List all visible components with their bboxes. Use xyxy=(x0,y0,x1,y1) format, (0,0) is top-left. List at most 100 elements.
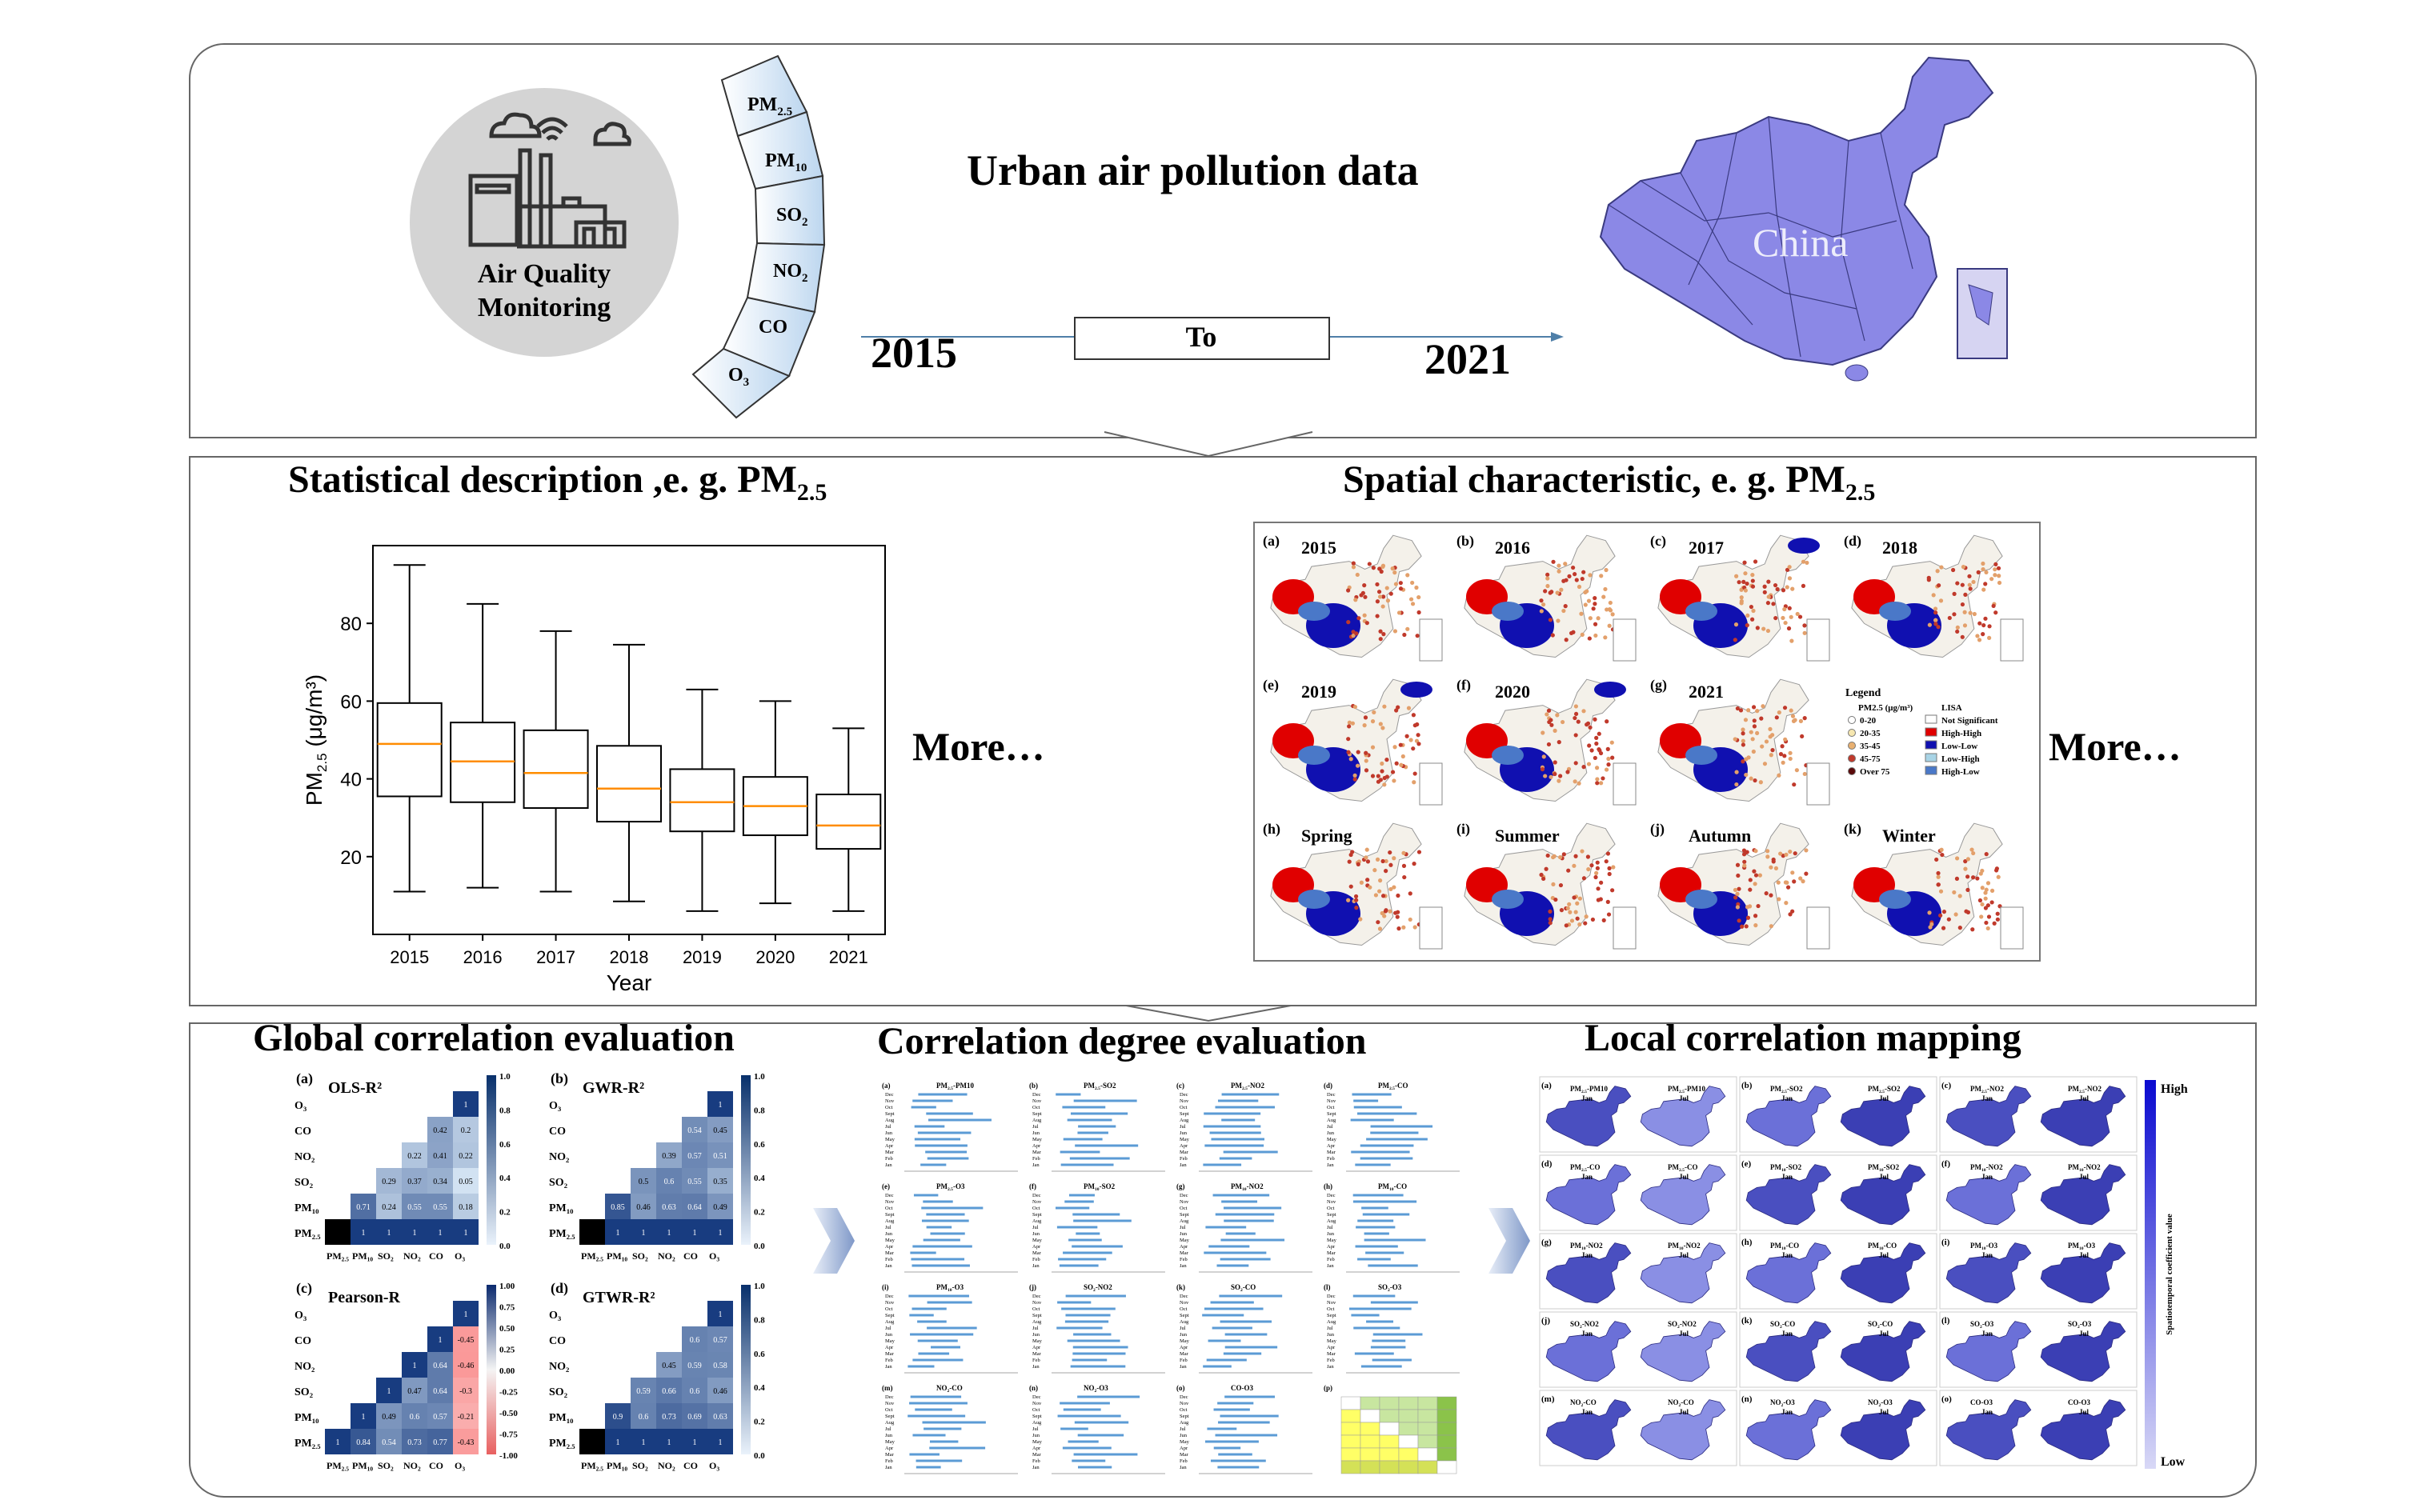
city-dot xyxy=(1733,622,1739,627)
matrix-col-label: PM2.5 xyxy=(327,1250,349,1263)
city-dot xyxy=(1777,710,1781,715)
matrix-cell-value: 1 xyxy=(719,1438,723,1447)
matrix-cell-value: 0.6 xyxy=(690,1387,700,1396)
city-dot xyxy=(1396,893,1400,898)
city-dot xyxy=(1776,880,1781,885)
city-dot xyxy=(1601,776,1605,781)
city-dot xyxy=(1739,595,1744,600)
city-dot xyxy=(1605,851,1611,856)
city-dot xyxy=(1393,910,1398,915)
box-2015 xyxy=(376,702,443,798)
city-dot xyxy=(1553,771,1557,777)
degree-month-label: Dec xyxy=(1032,1092,1041,1098)
city-dot xyxy=(1987,635,1992,640)
matrix-cell-value: 0.37 xyxy=(407,1178,422,1186)
city-dot xyxy=(1983,582,1988,586)
degree-month-label: Jun xyxy=(1032,1130,1040,1136)
city-dot xyxy=(1967,582,1972,587)
city-dot xyxy=(1598,750,1604,756)
city-dot xyxy=(1782,754,1787,758)
city-dot xyxy=(1984,852,1989,857)
degree-month-label: Aug xyxy=(1032,1319,1042,1325)
matrix-cell-value: -0.46 xyxy=(458,1362,475,1370)
matrix-cell-value: 0.46 xyxy=(713,1387,727,1396)
legend-pm-class: 35-45 xyxy=(1860,742,1881,751)
matrix-cell xyxy=(631,1429,656,1454)
degree-month-label: Apr xyxy=(1327,1143,1336,1149)
city-dot xyxy=(1766,579,1771,584)
local-month-jul: Jul xyxy=(2079,1251,2089,1259)
degree-month-label: Oct xyxy=(885,1206,893,1211)
lisa-map-grid: (a) 2015 (b) 2016 (c) 2017 (d) 2018 (e) 2019 (f) 20… xyxy=(1263,533,2024,950)
city-dot xyxy=(1604,859,1609,864)
city-dot xyxy=(1774,715,1779,720)
city-dot xyxy=(1412,723,1417,728)
matrix-cell xyxy=(427,1168,453,1194)
city-dot xyxy=(1545,853,1550,858)
degree-month-label: Oct xyxy=(1180,1105,1188,1110)
city-dot xyxy=(1778,851,1783,856)
city-dot xyxy=(1545,712,1549,717)
degree-month-label: Oct xyxy=(1032,1407,1040,1413)
city-dot xyxy=(1541,730,1545,735)
colorbar-tick: 0.0 xyxy=(754,1451,765,1461)
city-dot xyxy=(1782,706,1788,710)
matrix-col-label: SO2 xyxy=(378,1250,394,1263)
city-dot xyxy=(1790,870,1795,875)
city-dot xyxy=(1599,574,1604,578)
degree-month-label: Jun xyxy=(1327,1231,1335,1237)
city-dot xyxy=(1933,622,1938,626)
degree-month-label: Nov xyxy=(1180,1300,1189,1306)
degree-month-label: Aug xyxy=(885,1420,895,1426)
matrix-row-label: SO2 xyxy=(549,1177,567,1190)
matrix-row-label: CO xyxy=(549,1126,566,1138)
matrix-cell xyxy=(631,1403,656,1429)
degree-label: NO2-O3 xyxy=(1084,1384,1108,1394)
city-dot xyxy=(1788,849,1793,854)
city-dot xyxy=(1376,779,1381,784)
city-dot xyxy=(1539,872,1544,878)
local-map-label-jul: PM2.5-SO2 xyxy=(1868,1085,1901,1094)
local-month-jul: Jul xyxy=(1879,1330,1889,1338)
matrix-cell-value: 1 xyxy=(719,1310,723,1319)
local-map-jan xyxy=(1745,1399,1832,1461)
city-dot xyxy=(1577,584,1582,590)
matrix-cell xyxy=(453,1378,479,1403)
city-dot xyxy=(1804,871,1809,876)
degree-month-label: Mar xyxy=(885,1150,895,1155)
city-dot xyxy=(1392,856,1396,861)
city-dot xyxy=(1585,721,1591,726)
city-dot xyxy=(1412,925,1417,930)
city-dot xyxy=(1606,912,1612,917)
city-dot xyxy=(1769,924,1773,929)
matrix-cell-value: 1 xyxy=(464,1229,468,1238)
colorbar-tick: 0.4 xyxy=(754,1383,765,1393)
degree-month-label: Jul xyxy=(885,1124,891,1130)
degree-label: PM2.5-SO2 xyxy=(1084,1082,1116,1091)
matrix-col-label: CO xyxy=(683,1460,698,1471)
city-dot xyxy=(1559,908,1565,913)
city-dot xyxy=(1415,634,1420,638)
city-dot xyxy=(1783,737,1788,742)
local-map-jan xyxy=(1745,1164,1832,1226)
south-sea-inset xyxy=(1419,906,1443,950)
city-dot xyxy=(1589,863,1594,868)
local-map-jul xyxy=(2040,1399,2126,1461)
summary-heatmap-cell xyxy=(1436,1409,1457,1423)
matrix-col-label: NO2 xyxy=(658,1250,675,1263)
city-dot xyxy=(1777,773,1781,778)
colorbar-tick: 0.0 xyxy=(754,1242,765,1251)
city-dot xyxy=(1977,898,1983,903)
degree-month-label: Apr xyxy=(1180,1244,1188,1250)
colorbar-tick: 0.25 xyxy=(499,1346,515,1355)
city-dot xyxy=(1388,850,1392,855)
city-dot xyxy=(1545,572,1550,577)
matrix-cell-value: 1 xyxy=(336,1438,340,1447)
legend-lisa-swatch xyxy=(1925,727,1937,737)
city-dot xyxy=(1588,725,1593,730)
high-low-cluster xyxy=(1685,746,1717,765)
city-dot xyxy=(1557,740,1561,745)
local-map-label-jan: CO-O3 xyxy=(1970,1398,1993,1406)
degree-month-label: Sept xyxy=(885,1212,895,1218)
degree-month-label: May xyxy=(1327,1137,1337,1142)
